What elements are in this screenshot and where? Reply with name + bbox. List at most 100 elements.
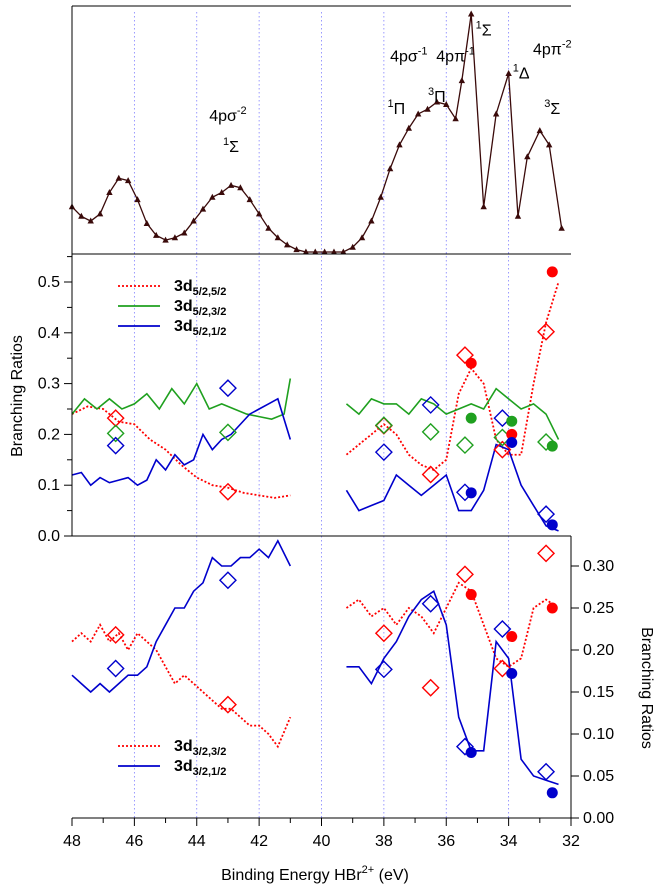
top-spectrum-point (96, 210, 104, 217)
top-spectrum-point (545, 141, 553, 148)
mid-diamond-marker (493, 409, 512, 428)
top-spectrum-point (209, 193, 216, 200)
legend-sub: 5/2,1/2 (193, 326, 227, 338)
top-spectrum-point (468, 10, 475, 17)
top-spectrum-point (171, 234, 179, 241)
annotation-a8: 1Δ (513, 62, 530, 82)
legend-base: 3d (174, 318, 193, 335)
mid-diamond-marker (421, 465, 440, 484)
mid-series-2-segment-1 (345, 443, 559, 532)
mid-diamond-marker (218, 423, 237, 442)
bot-y-tick-label-4: 0.20 (583, 642, 614, 659)
mid-diamond-marker (106, 436, 125, 455)
mid-diamond-marker (218, 482, 237, 501)
mid-filled-marker (465, 487, 477, 499)
mid-y-tick-label-1: 0.1 (38, 477, 60, 494)
mid-legend-label-1: 3d5/2,3/2 (174, 298, 226, 318)
x-tick-label-8: 32 (562, 833, 580, 850)
mid-series-1-segment-0 (71, 378, 292, 420)
annotation-sup: -1 (418, 46, 428, 58)
mid-legend-label-2: 3d5/2,1/2 (174, 318, 226, 338)
top-spectrum-point (199, 205, 207, 212)
bottom-y-axis-title: Branching Ratios (638, 627, 655, 749)
annotation-a5: 1Π (388, 98, 406, 118)
top-spectrum-point (536, 127, 544, 134)
bot-y-tick-label-1: 0.05 (583, 768, 614, 785)
mid-diamond-marker (537, 433, 556, 452)
top-spectrum-point (181, 229, 188, 236)
x-tick-label-7: 34 (500, 833, 518, 850)
x-tick-label-2: 44 (188, 833, 206, 850)
top-spectrum-point (283, 241, 291, 248)
x-axis-title-main: Binding Energy HBr (221, 867, 362, 884)
top-spectrum-point (405, 124, 413, 131)
x-tick-label-4: 40 (313, 833, 331, 850)
top-spectrum-point (321, 248, 328, 255)
annotation-base: 4pπ (436, 49, 465, 66)
top-spectrum-point (134, 196, 141, 203)
legend-sub: 3/2,1/2 (193, 766, 227, 778)
annotation-sup: -1 (465, 46, 475, 58)
mid-filled-marker (546, 440, 558, 452)
top-spectrum-point (106, 189, 113, 195)
top-spectrum-point (143, 219, 151, 226)
mid-diamond-marker (537, 505, 556, 524)
x-tick-label-5: 38 (375, 833, 393, 850)
annotation-base: Σ (229, 139, 239, 156)
annotation-a6: 3Π (428, 86, 446, 106)
mid-diamond-marker (421, 422, 440, 441)
annotation-a10: 3Σ (544, 98, 560, 118)
annotation-base: Π (434, 89, 446, 106)
top-spectrum-point (349, 243, 356, 250)
top-spectrum-point (358, 234, 366, 241)
top-spectrum-point (87, 217, 94, 224)
x-tick-label-1: 46 (125, 833, 143, 850)
top-spectrum-point (433, 98, 441, 105)
bot-diamond-marker (537, 762, 556, 781)
mid-y-tick-label-4: 0.4 (38, 325, 60, 342)
top-spectrum-point (424, 105, 431, 112)
mid-diamond-marker (493, 440, 512, 459)
annotation-base: Σ (550, 101, 560, 118)
annotation-lead: 1 (476, 19, 482, 31)
bot-diamond-marker (218, 571, 237, 590)
top-spectrum-point (452, 115, 459, 122)
mid-diamond-marker (537, 322, 556, 341)
legend-base: 3d (174, 758, 193, 775)
legend-base: 3d (174, 738, 193, 755)
annotation-lead: 3 (544, 98, 550, 110)
mid-diamond-marker (374, 443, 393, 462)
mid-diamond-marker (455, 436, 474, 455)
top-spectrum-point (505, 70, 512, 76)
annotation-lead: 1 (513, 62, 519, 74)
legend-sub: 5/2,3/2 (193, 306, 227, 318)
bot-diamond-marker (106, 625, 125, 644)
mid-filled-marker (465, 412, 477, 424)
mid-series-0-segment-1 (345, 281, 560, 471)
bot-diamond-marker (455, 737, 474, 756)
bot-y-tick-label-2: 0.10 (583, 726, 614, 743)
top-spectrum-point (458, 77, 466, 84)
top-spectrum-point (414, 110, 422, 117)
bot-y-tick-label-3: 0.15 (583, 684, 614, 701)
top-spectrum-point (274, 234, 282, 241)
x-tick-label-0: 48 (63, 833, 81, 850)
bot-legend-label-1: 3d3/2,1/2 (174, 758, 226, 778)
annotation-sup: -2 (237, 105, 247, 117)
mid-diamond-marker (106, 424, 125, 443)
bot-filled-marker (506, 631, 518, 643)
mid-filled-marker (506, 428, 518, 440)
legend-sub: 5/2,5/2 (193, 286, 227, 298)
mid-filled-marker (546, 266, 558, 278)
bot-series-1-segment-0 (71, 539, 292, 694)
annotation-a2: 1Σ (223, 136, 239, 156)
x-tick-label-3: 42 (250, 833, 268, 850)
mid-diamond-marker (374, 416, 393, 435)
bot-filled-marker (465, 589, 477, 601)
bot-diamond-marker (106, 659, 125, 678)
bot-diamond-marker (218, 695, 237, 714)
top-spectrum-point (153, 231, 160, 238)
x-axis-title-unit: (eV) (374, 867, 409, 884)
